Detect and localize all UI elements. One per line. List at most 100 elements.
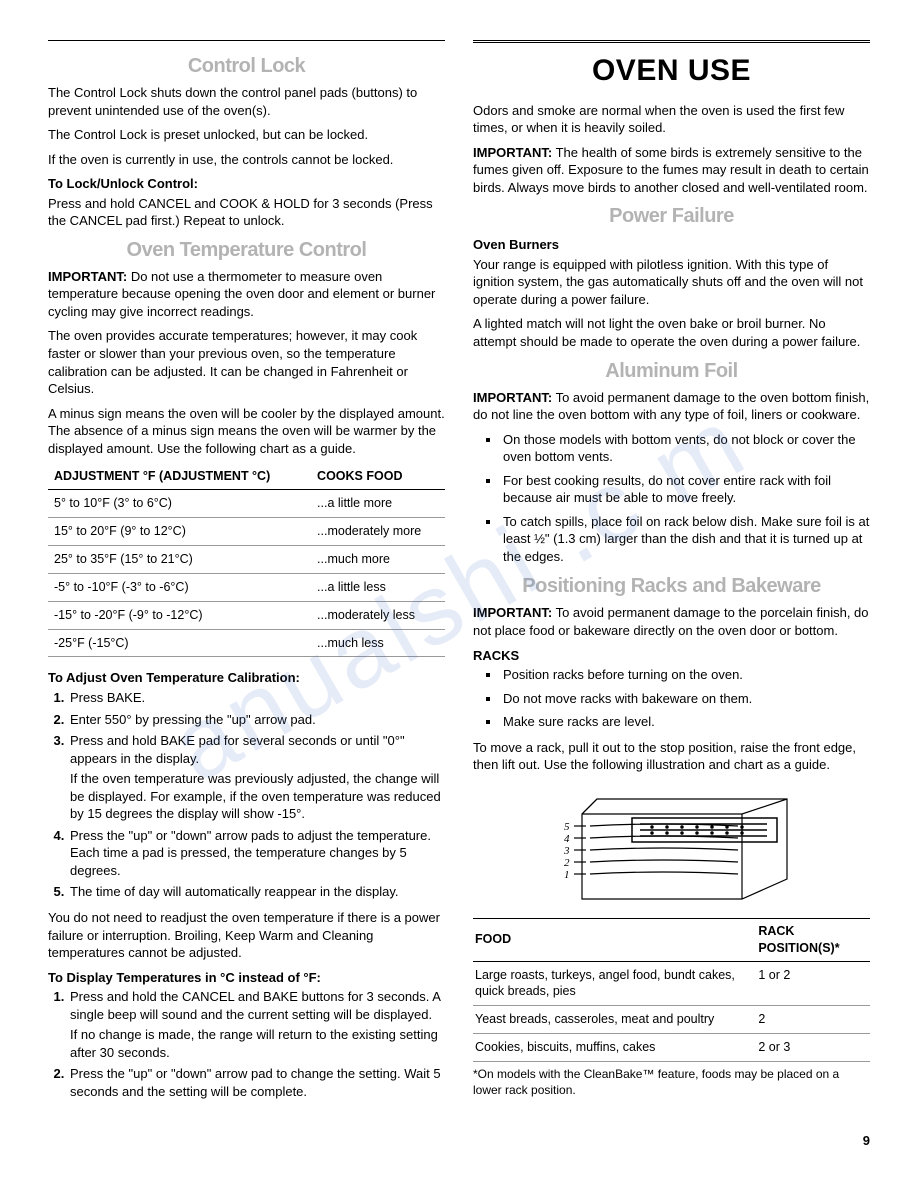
table-row: 25° to 35°F (15° to 21°C)...much more [48,545,445,573]
table-footnote: *On models with the CleanBake™ feature, … [473,1066,870,1098]
step-extra: If no change is made, the range will ret… [70,1026,445,1061]
rule [48,40,445,41]
cell: ...a little less [311,573,445,601]
section-heading-power-failure: Power Failure [473,203,870,230]
body-text: The Control Lock is preset unlocked, but… [48,126,445,144]
table-row: Cookies, biscuits, muffins, cakes2 or 3 [473,1034,870,1062]
table-row: -15° to -20°F (-9° to -12°C)...moderatel… [48,601,445,629]
main-heading-oven-use: OVEN USE [473,51,870,92]
list-item: Press and hold BAKE pad for several seco… [68,732,445,823]
step-text: Press and hold the CANCEL and BAKE butto… [70,989,440,1022]
step-text: Enter 550° by pressing the "up" arrow pa… [70,712,316,727]
table-row: -25°F (-15°C)...much less [48,629,445,657]
cell: ...a little more [311,490,445,518]
important-label: IMPORTANT: [473,145,552,160]
rack-label-4: 4 [564,833,570,845]
body-text: Odors and smoke are normal when the oven… [473,102,870,137]
table-row: Yeast breads, casseroles, meat and poult… [473,1006,870,1034]
cell: -15° to -20°F (-9° to -12°C) [48,601,311,629]
cell: 15° to 20°F (9° to 12°C) [48,518,311,546]
body-text: The oven provides accurate temperatures;… [48,327,445,397]
cell: ...much less [311,629,445,657]
step-text: Press BAKE. [70,690,145,705]
racks-list: Position racks before turning on the ove… [473,666,870,731]
body-text: IMPORTANT: Do not use a thermometer to m… [48,268,445,321]
cell: 5° to 10°F (3° to 6°C) [48,490,311,518]
list-item: On those models with bottom vents, do no… [501,431,870,466]
rack-diagram: 1 2 3 4 5 [542,784,802,904]
cell: ...moderately more [311,518,445,546]
double-rule [473,40,870,43]
rack-label-2: 2 [564,857,570,869]
cell: 25° to 35°F (15° to 21°C) [48,545,311,573]
list-item: Press the "up" or "down" arrow pads to a… [68,827,445,880]
important-label: IMPORTANT: [48,269,127,284]
rack-position-table: FOOD RACK POSITION(S)* Large roasts, tur… [473,918,870,1062]
subheading-display-celsius: To Display Temperatures in °C instead of… [48,969,445,987]
calibration-steps: Press BAKE. Enter 550° by pressing the "… [48,689,445,901]
rack-label-1: 1 [564,869,570,881]
step-text: The time of day will automatically reapp… [70,884,399,899]
table-header: RACK POSITION(S)* [756,918,870,961]
table-header: COOKS FOOD [311,464,445,489]
list-item: Enter 550° by pressing the "up" arrow pa… [68,711,445,729]
page-number: 9 [48,1132,870,1150]
cell: 2 [756,1006,870,1034]
list-item: Do not move racks with bakeware on them. [501,690,870,708]
step-text: Press the "up" or "down" arrow pads to a… [70,828,431,878]
cell: Yeast breads, casseroles, meat and poult… [473,1006,756,1034]
body-text: The Control Lock shuts down the control … [48,84,445,119]
table-header: ADJUSTMENT °F (ADJUSTMENT °C) [48,464,311,489]
aluminum-foil-list: On those models with bottom vents, do no… [473,431,870,566]
body-text: A lighted match will not light the oven … [473,315,870,350]
list-item: To catch spills, place foil on rack belo… [501,513,870,566]
list-item: Press BAKE. [68,689,445,707]
list-item: Make sure racks are level. [501,713,870,731]
section-heading-oven-temp-control: Oven Temperature Control [48,237,445,264]
cell: 2 or 3 [756,1034,870,1062]
body-text: IMPORTANT: To avoid permanent damage to … [473,604,870,639]
important-label: IMPORTANT: [473,605,552,620]
list-item: Press and hold the CANCEL and BAKE butto… [68,988,445,1061]
subheading-lock-unlock: To Lock/Unlock Control: [48,175,445,193]
step-text: Press the "up" or "down" arrow pad to ch… [70,1066,441,1099]
body-text: Press and hold CANCEL and COOK & HOLD fo… [48,195,445,230]
cell: Large roasts, turkeys, angel food, bundt… [473,961,756,1006]
step-extra: If the oven temperature was previously a… [70,770,445,823]
body-text: To move a rack, pull it out to the stop … [473,739,870,774]
body-text: IMPORTANT: The health of some birds is e… [473,144,870,197]
rack-label-3: 3 [563,845,570,857]
section-heading-control-lock: Control Lock [48,53,445,80]
step-text: Press and hold BAKE pad for several seco… [70,733,405,766]
body-text: IMPORTANT: To avoid permanent damage to … [473,389,870,424]
list-item: Press the "up" or "down" arrow pad to ch… [68,1065,445,1100]
section-heading-positioning: Positioning Racks and Bakeware [473,573,870,600]
cell: -25°F (-15°C) [48,629,311,657]
body-text: If the oven is currently in use, the con… [48,151,445,169]
celsius-steps: Press and hold the CANCEL and BAKE butto… [48,988,445,1100]
body-text: You do not need to readjust the oven tem… [48,909,445,962]
adjustment-table: ADJUSTMENT °F (ADJUSTMENT °C) COOKS FOOD… [48,464,445,657]
list-item: Position racks before turning on the ove… [501,666,870,684]
cell: ...much more [311,545,445,573]
cell: 1 or 2 [756,961,870,1006]
subheading-adjust-calibration: To Adjust Oven Temperature Calibration: [48,669,445,687]
table-header: FOOD [473,918,756,961]
list-item: For best cooking results, do not cover e… [501,472,870,507]
table-row: Large roasts, turkeys, angel food, bundt… [473,961,870,1006]
important-label: IMPORTANT: [473,390,552,405]
section-heading-aluminum-foil: Aluminum Foil [473,358,870,385]
list-item: The time of day will automatically reapp… [68,883,445,901]
table-row: 15° to 20°F (9° to 12°C)...moderately mo… [48,518,445,546]
cell: ...moderately less [311,601,445,629]
table-row: -5° to -10°F (-3° to -6°C)...a little le… [48,573,445,601]
subheading-oven-burners: Oven Burners [473,236,870,254]
right-column: OVEN USE Odors and smoke are normal when… [473,40,870,1108]
subheading-racks: RACKS [473,647,870,665]
rack-label-5: 5 [564,821,570,833]
body-text: A minus sign means the oven will be cool… [48,405,445,458]
left-column: Control Lock The Control Lock shuts down… [48,40,445,1108]
body-text: Your range is equipped with pilotless ig… [473,256,870,309]
cell: -5° to -10°F (-3° to -6°C) [48,573,311,601]
table-row: 5° to 10°F (3° to 6°C)...a little more [48,490,445,518]
